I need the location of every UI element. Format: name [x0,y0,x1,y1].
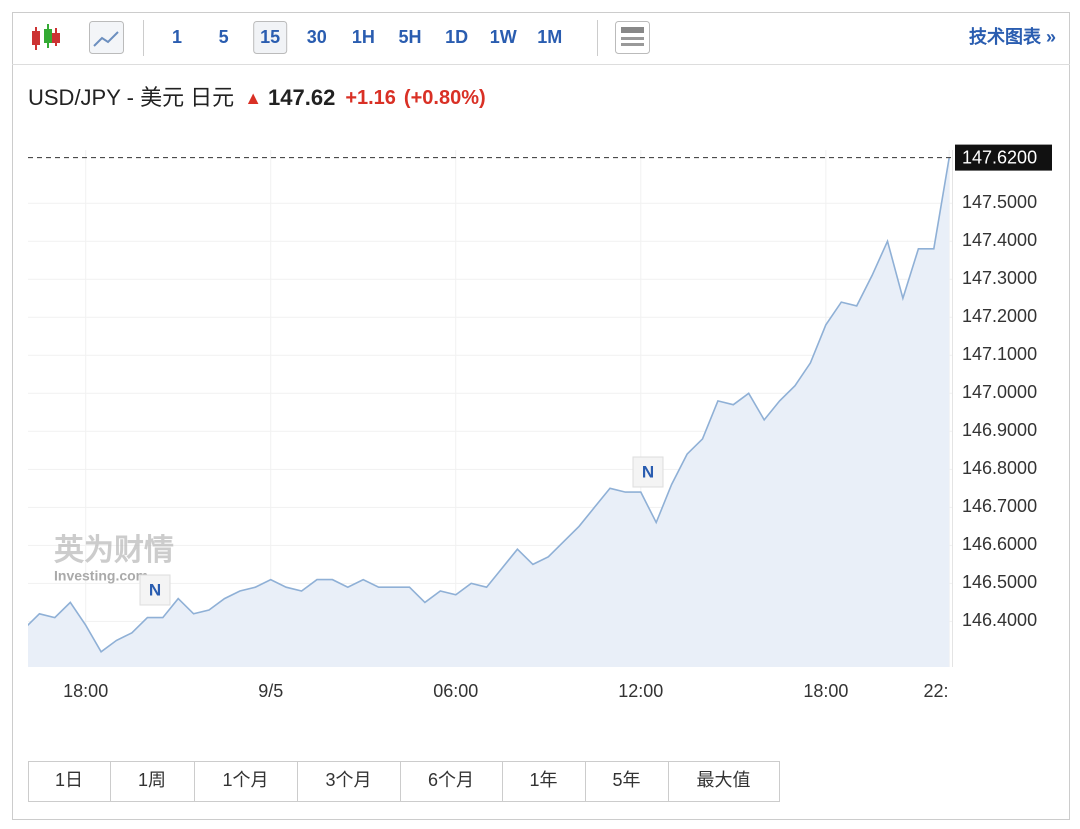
news-marker[interactable] [139,574,171,606]
watermark-cn: 英为财情 [54,534,174,567]
range-button[interactable] [668,761,780,802]
y-tick-label: 146.7000 [962,496,1037,516]
interval-button[interactable]: 15 [260,27,280,47]
interval-button[interactable]: 1M [537,27,562,47]
x-tick-label: 9/5 [258,681,283,701]
watermark-en: Investing.com [54,568,148,584]
x-tick-label: 06:00 [433,681,478,701]
pair: USD/JPY - 美元 日元 [28,85,234,110]
current-price-label: 147.6200 [962,147,1037,167]
change-pct: (+0.80%) [404,87,486,109]
range-label: 1周 [138,770,166,790]
range-button[interactable] [502,761,586,802]
line [28,157,950,653]
price: 147.62 [268,85,335,110]
range-label: 3个月 [325,770,371,790]
y-tick-label: 146.8000 [962,458,1037,478]
interval-button[interactable]: 30 [307,27,327,47]
y-tick-label: 147.3000 [962,268,1037,288]
y-tick-label: 146.6000 [962,534,1037,554]
news-marker-label: N [642,462,654,481]
range-button[interactable] [297,761,401,802]
range-label: 1日 [55,770,83,790]
interval-button[interactable]: 1W [490,27,517,47]
change: +1.16 [345,87,396,109]
range-label: 最大值 [697,770,751,790]
y-tick-label: 146.9000 [962,420,1037,440]
range-button[interactable] [110,761,195,802]
y-tick-label: 147.1000 [962,344,1037,364]
interval-button[interactable]: 1D [445,27,468,47]
y-tick-label: 146.4000 [962,610,1037,630]
x-tick-label: 22: [923,681,948,701]
range-label: 5年 [612,770,640,790]
current-price-box [955,144,1052,171]
range-label: 1个月 [222,770,268,790]
header: USD/JPY - 美元 日元 ▲ 147.62 +1.16 (+0.80%) [28,85,486,110]
news-marker-label: N [149,580,161,599]
x-tick-label: 18:00 [803,681,848,701]
news-marker[interactable] [632,456,664,488]
y-tick-label: 147.5000 [962,192,1037,212]
y-tick-label: 147.0000 [962,382,1037,402]
x-tick-label: 12:00 [618,681,663,701]
plot [28,157,950,667]
range-button[interactable] [400,761,503,802]
selected-box [253,21,288,54]
range-label: 6个月 [428,770,474,790]
interval-button[interactable]: 1H [352,27,375,47]
tech-chart-link[interactable]: 技术图表 » [969,26,1056,47]
line-icon[interactable] [89,21,124,54]
area [28,157,950,667]
news-icon[interactable] [615,21,650,54]
interval-button[interactable]: 5 [219,27,229,47]
range-button[interactable] [194,761,298,802]
range-label: 1年 [529,770,557,790]
interval-button[interactable]: 1 [172,27,182,47]
x-tick-label: 18:00 [63,681,108,701]
y-tick-label: 147.2000 [962,306,1037,326]
up-arrow: ▲ [244,88,262,108]
candle-icon[interactable] [32,24,60,50]
interval-button[interactable]: 5H [398,27,421,47]
y-tick-label: 147.4000 [962,230,1037,250]
y-tick-label: 146.5000 [962,572,1037,592]
